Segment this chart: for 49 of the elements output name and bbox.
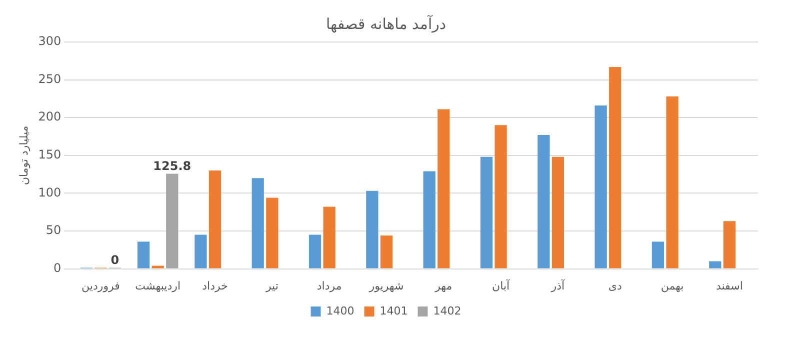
x-tick-label: اسفند (716, 279, 743, 292)
bar (423, 171, 436, 268)
legend-label: 1402 (433, 304, 462, 318)
bar (552, 156, 564, 268)
x-tick-label: مرداد (316, 279, 342, 292)
x-tick-label: تیر (264, 279, 278, 292)
y-tick-label: 50 (46, 223, 62, 238)
x-tick-label: بهمن (660, 279, 684, 292)
bar (709, 261, 722, 268)
x-tick-label: خرداد (202, 279, 228, 292)
bar (266, 198, 278, 268)
y-tick-label: 300 (38, 34, 62, 48)
legend-label: 1400 (326, 304, 354, 318)
bar (152, 266, 164, 268)
chart-title: درآمد ماهانه قصفها (326, 14, 446, 33)
x-tick-label: آبان (492, 278, 510, 292)
x-tick-label: مهر (434, 279, 452, 292)
y-tick-label: 150 (38, 148, 62, 162)
x-tick-label: آذر (550, 278, 566, 292)
bar (194, 234, 207, 268)
legend-label: 1401 (380, 304, 408, 318)
bar (380, 236, 393, 268)
y-tick-label: 250 (38, 72, 62, 86)
bar (366, 190, 378, 268)
bar (166, 174, 178, 268)
bar (723, 221, 736, 268)
bar (538, 134, 550, 268)
x-tick-label: اردیبهشت (135, 279, 181, 292)
y-tick-label: 200 (38, 110, 62, 124)
bar (494, 125, 507, 268)
bar (208, 170, 222, 268)
bar (438, 109, 450, 268)
x-tick-label: شهریور (368, 279, 404, 292)
bar (666, 96, 678, 268)
bar (652, 242, 664, 268)
x-tick-label: فروردین (82, 279, 120, 292)
bar (323, 206, 336, 268)
bar (252, 178, 264, 268)
bar (480, 156, 493, 268)
y-axis-title: میلیارد تومان (17, 126, 30, 186)
bar (609, 66, 622, 268)
bar (308, 234, 322, 268)
x-tick-label: دی (608, 279, 622, 292)
data-label: 0 (110, 252, 120, 267)
data-label: 125.8 (153, 158, 192, 173)
y-tick-label: 100 (38, 185, 62, 200)
y-tick-label: 0 (53, 260, 62, 275)
bar (137, 242, 150, 268)
bar (594, 106, 607, 268)
